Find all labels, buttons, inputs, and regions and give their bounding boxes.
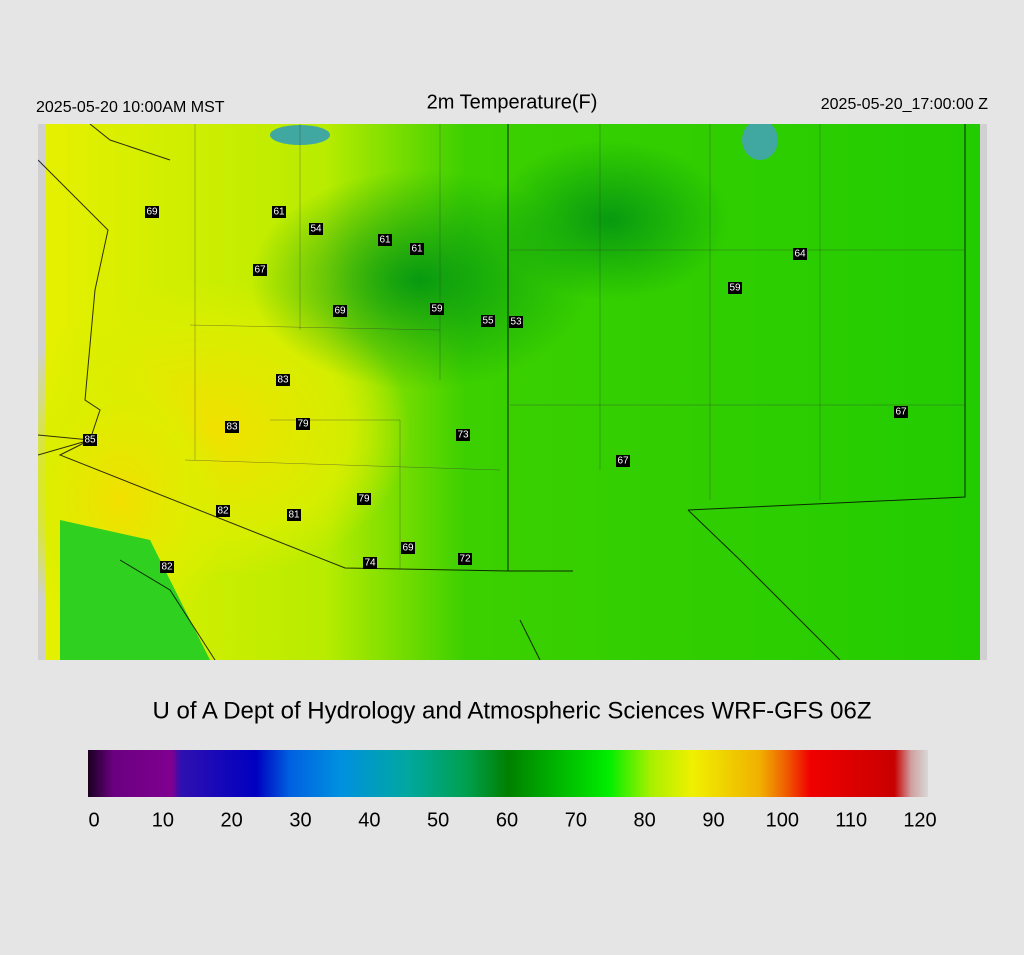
- station-value: 53: [510, 317, 522, 328]
- station-box: [728, 282, 742, 294]
- colorbar-tick-label: 0: [88, 809, 99, 831]
- station-box: [225, 421, 239, 433]
- station-box: [272, 206, 286, 218]
- colorbar-tick-label: 100: [766, 809, 799, 831]
- colorbar-tick-label: 80: [634, 809, 656, 831]
- station-value: 61: [411, 244, 423, 255]
- station-labels: 69 61 54 61 61 67 69 59 55 53 83 83 79 85 73 67 59 64 67 82…: [83, 206, 908, 573]
- colorbar-tick-label: 60: [496, 809, 518, 831]
- station-value: 55: [482, 316, 494, 327]
- local-time: 2025-05-20 10:00AM MST: [36, 99, 225, 116]
- station-value: 83: [277, 375, 289, 386]
- colorbar-tick-label: 20: [221, 809, 243, 831]
- colorbar-ticks: 0 10 20 30 40 50 60 70 80 90 100 110 120: [88, 809, 936, 831]
- station-box: [894, 406, 908, 418]
- station-box: [458, 553, 472, 565]
- station-box: [378, 234, 392, 246]
- station-box: [253, 264, 267, 276]
- colorbar-tick-label: 110: [835, 809, 867, 831]
- map-area: [38, 124, 987, 660]
- station-value: 69: [146, 207, 158, 218]
- station-value: 82: [217, 506, 229, 517]
- colorbar-tick-label: 40: [358, 809, 380, 831]
- station-box: [287, 509, 301, 521]
- colorbar-tick-label: 120: [903, 809, 936, 831]
- credit: U of A Dept of Hydrology and Atmospheric…: [153, 697, 872, 724]
- station-box: [793, 248, 807, 260]
- station-box: [616, 455, 630, 467]
- station-value: 59: [729, 283, 741, 294]
- station-box: [145, 206, 159, 218]
- station-value: 59: [431, 304, 443, 315]
- station-box: [430, 303, 444, 315]
- station-value: 79: [358, 494, 370, 505]
- station-box: [216, 505, 230, 517]
- station-value: 61: [379, 235, 391, 246]
- station-box: [509, 316, 523, 328]
- station-box: [456, 429, 470, 441]
- station-box: [296, 418, 310, 430]
- station-box: [363, 557, 377, 569]
- station-value: 67: [254, 265, 266, 276]
- station-value: 73: [457, 430, 469, 441]
- colorbar-tick-label: 10: [152, 809, 174, 831]
- station-value: 79: [297, 419, 309, 430]
- station-value: 74: [364, 558, 376, 569]
- station-value: 61: [273, 207, 285, 218]
- station-box: [481, 315, 495, 327]
- colorbar-tick-label: 90: [702, 809, 724, 831]
- colorbar-tick-label: 50: [427, 809, 449, 831]
- station-box: [276, 374, 290, 386]
- station-value: 85: [84, 435, 96, 446]
- station-value: 69: [334, 306, 346, 317]
- station-box: [160, 561, 174, 573]
- station-value: 83: [226, 422, 238, 433]
- valid-time: 2025-05-20_17:00:00 Z: [821, 96, 988, 113]
- station-box: [357, 493, 371, 505]
- station-box: [83, 434, 97, 446]
- colorbar-tick-label: 30: [289, 809, 311, 831]
- station-box: [410, 243, 424, 255]
- station-value: 72: [459, 554, 471, 565]
- station-value: 67: [895, 407, 907, 418]
- station-value: 82: [161, 562, 173, 573]
- station-box: [333, 305, 347, 317]
- station-box: [309, 223, 323, 235]
- station-value: 54: [310, 224, 322, 235]
- station-value: 69: [402, 543, 414, 554]
- station-value: 81: [288, 510, 300, 521]
- station-value: 64: [794, 249, 806, 260]
- colorbar-tick-label: 70: [565, 809, 587, 831]
- station-box: [401, 542, 415, 554]
- station-value: 67: [617, 456, 629, 467]
- colorbar: [88, 750, 928, 797]
- map-title: 2m Temperature(F): [427, 91, 598, 113]
